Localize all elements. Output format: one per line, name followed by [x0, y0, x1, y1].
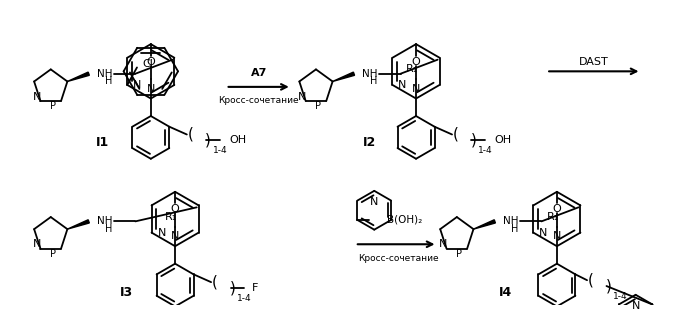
Text: DAST: DAST: [579, 57, 609, 67]
Text: P: P: [315, 101, 321, 111]
Text: (: (: [188, 127, 193, 142]
Text: ): ): [230, 280, 235, 295]
Text: (: (: [212, 275, 218, 290]
Text: N: N: [157, 228, 165, 238]
Text: I2: I2: [363, 136, 376, 149]
Text: N: N: [147, 84, 155, 94]
Text: N: N: [553, 231, 561, 241]
Polygon shape: [473, 220, 496, 229]
Text: ): ): [605, 279, 611, 294]
Text: 1-4: 1-4: [478, 146, 493, 155]
Polygon shape: [68, 72, 89, 81]
Text: NH: NH: [96, 69, 112, 79]
Text: N: N: [33, 92, 41, 102]
Text: O: O: [553, 204, 561, 214]
Text: N: N: [133, 80, 142, 90]
Text: 1-4: 1-4: [614, 292, 628, 301]
Text: N: N: [298, 92, 306, 102]
Text: P: P: [456, 249, 462, 259]
Text: N: N: [370, 197, 378, 207]
Text: Cl: Cl: [143, 59, 154, 69]
Text: O: O: [147, 57, 155, 67]
Text: I4: I4: [499, 286, 512, 299]
Text: P: P: [50, 249, 56, 259]
Text: R₁: R₁: [547, 212, 559, 222]
Text: Кросс-сочетание: Кросс-сочетание: [218, 96, 299, 105]
Text: OH: OH: [495, 135, 512, 145]
Text: O: O: [171, 204, 179, 214]
Text: I3: I3: [120, 286, 133, 299]
Polygon shape: [333, 72, 355, 81]
Text: N: N: [632, 300, 640, 310]
Text: OH: OH: [230, 135, 246, 145]
Text: N: N: [33, 239, 41, 249]
Text: (: (: [453, 127, 459, 142]
Text: N: N: [412, 84, 420, 94]
Text: ): ): [470, 133, 476, 148]
Text: H: H: [105, 224, 112, 234]
Text: B(OH)₂: B(OH)₂: [387, 215, 422, 225]
Text: NH: NH: [96, 216, 112, 226]
Text: N: N: [171, 231, 179, 241]
Text: 1-4: 1-4: [213, 146, 228, 155]
Text: NH: NH: [503, 216, 518, 226]
Text: NH: NH: [362, 69, 377, 79]
Text: Кросс-сочетание: Кросс-сочетание: [358, 254, 439, 263]
Text: I1: I1: [96, 136, 109, 149]
Text: H: H: [370, 76, 377, 86]
Text: A7: A7: [251, 68, 267, 78]
Text: O: O: [412, 57, 420, 67]
Text: P: P: [50, 101, 56, 111]
Text: F: F: [252, 283, 258, 293]
Text: 1-4: 1-4: [237, 294, 252, 303]
Text: N: N: [539, 228, 547, 238]
Text: N: N: [399, 80, 407, 90]
Text: H: H: [105, 76, 112, 86]
Text: N: N: [439, 239, 447, 249]
Text: R₁: R₁: [406, 64, 418, 74]
Text: ): ): [205, 133, 211, 148]
Text: (: (: [588, 273, 594, 288]
Text: R₁: R₁: [165, 212, 177, 222]
Polygon shape: [68, 220, 89, 229]
Text: H: H: [510, 224, 518, 234]
